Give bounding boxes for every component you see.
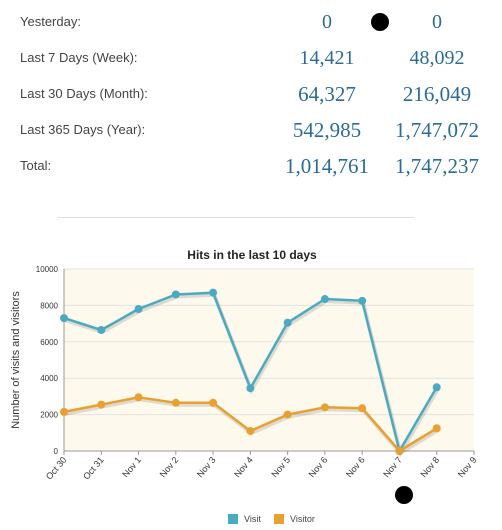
visitors-value: 0 [432, 11, 442, 33]
data-point-visit [97, 325, 106, 334]
data-point-visit [432, 383, 441, 392]
x-tick-label: Nov 1 [120, 455, 143, 479]
x-tick-label: Nov 4 [232, 455, 255, 479]
x-tick-label: Nov 6 [307, 455, 330, 479]
y-tick-label: 8000 [40, 301, 58, 310]
cursor-dot [395, 486, 413, 504]
visitors-value: 1,747,237 [395, 154, 479, 178]
x-tick-label: Nov 7 [381, 455, 404, 479]
legend-label-visitor[interactable]: Visitor [290, 514, 315, 524]
legend-swatch-visit [228, 514, 238, 524]
visits-value: 0 [322, 11, 332, 33]
legend-swatch-visitor [274, 514, 284, 524]
data-point-visit [134, 305, 143, 314]
visitors-value: 1,747,072 [395, 118, 479, 142]
y-tick-label: 4000 [40, 374, 58, 383]
x-tick-label: Nov 9 [456, 455, 479, 479]
data-point-visitor [395, 447, 404, 455]
data-point-visitor [320, 403, 329, 412]
stats-row-month: Last 30 Days (Month): 64,327 216,049 [0, 79, 502, 109]
stats-row-year: Last 365 Days (Year): 542,985 1,747,072 [0, 115, 502, 145]
data-point-visitor [60, 407, 68, 416]
y-axis-label: Number of visits and visitors [10, 291, 22, 429]
x-tick-label: Oct 30 [44, 455, 69, 482]
data-point-visit [171, 290, 180, 299]
chart-title: Hits in the last 10 days [187, 248, 317, 262]
x-tick-label: Nov 3 [195, 455, 218, 479]
data-point-visitor [171, 398, 180, 407]
data-point-visitor [97, 400, 106, 409]
section-divider [58, 217, 414, 218]
x-tick-label: Nov 5 [269, 455, 292, 479]
data-point-visitor [246, 426, 255, 435]
data-point-visitor [432, 424, 441, 433]
data-point-visit [358, 296, 367, 305]
plot-area: 0 2000 4000 6000 8000 10000 Number of visits a… [10, 265, 479, 482]
row-label: Yesterday: [20, 14, 81, 29]
y-tick-label: 6000 [40, 338, 58, 347]
visits-value: 542,985 [292, 118, 362, 142]
y-tick-label: 2000 [40, 411, 58, 420]
legend-label-visit[interactable]: Visit [244, 514, 261, 524]
visits-value: 64,327 [298, 82, 356, 106]
visits-value: 14,421 [299, 47, 355, 69]
x-tick-label: Oct 31 [81, 455, 106, 482]
data-point-visitor [283, 410, 292, 419]
data-point-visit [60, 314, 68, 323]
x-tick-label: Nov 2 [158, 455, 181, 479]
data-point-visitor [358, 404, 367, 413]
stats-row-total: Total: 1,014,761 1,747,237 [0, 151, 502, 181]
y-tick-label: 10000 [36, 265, 59, 274]
data-point-visit [320, 295, 329, 304]
data-point-visitor [209, 398, 218, 407]
stats-row-yesterday: Yesterday: 0 0 [0, 7, 502, 37]
row-label: Total: [20, 158, 52, 173]
data-point-visit [209, 288, 218, 297]
plot-background [64, 269, 474, 451]
row-label: Last 365 Days (Year): [20, 122, 146, 137]
visitors-value: 48,092 [409, 47, 465, 69]
stats-row-week: Last 7 Days (Week): 14,421 48,092 [0, 43, 502, 73]
row-label: Last 7 Days (Week): [20, 50, 138, 65]
data-point-visit [283, 318, 292, 327]
visits-value: 1,014,761 [285, 154, 369, 178]
y-tick-label: 0 [54, 447, 59, 456]
x-tick-label: Nov 8 [418, 455, 441, 479]
row-label: Last 30 Days (Month): [20, 86, 148, 101]
hits-line-chart: Hits in the last 10 days 0 2000 4000 6000 80… [10, 248, 479, 482]
data-point-visit [246, 384, 255, 393]
cursor-dot [371, 13, 389, 31]
data-point-visitor [134, 393, 143, 402]
visitors-value: 216,049 [402, 82, 472, 106]
x-tick-label: Nov 6 [344, 455, 367, 479]
